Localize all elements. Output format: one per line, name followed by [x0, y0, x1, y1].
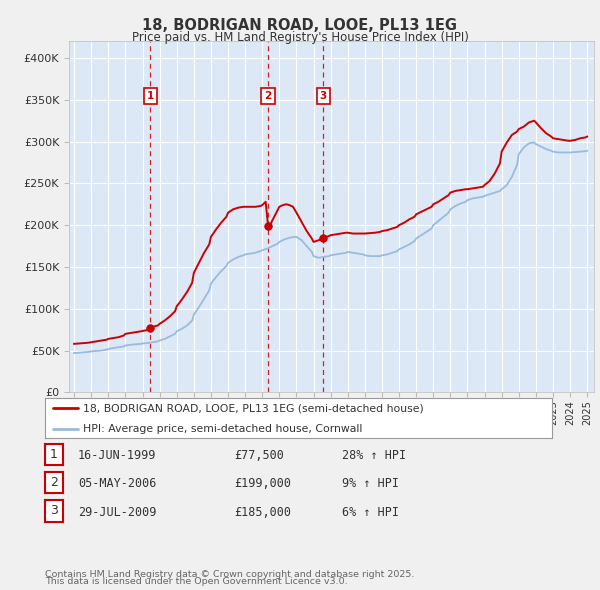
Text: 3: 3: [50, 504, 58, 517]
Text: 29-JUL-2009: 29-JUL-2009: [78, 506, 157, 519]
Text: 9% ↑ HPI: 9% ↑ HPI: [342, 477, 399, 490]
Text: 6% ↑ HPI: 6% ↑ HPI: [342, 506, 399, 519]
Text: Price paid vs. HM Land Registry's House Price Index (HPI): Price paid vs. HM Land Registry's House …: [131, 31, 469, 44]
Text: 1: 1: [147, 91, 154, 101]
Text: £185,000: £185,000: [234, 506, 291, 519]
Text: 2: 2: [265, 91, 272, 101]
Text: 1: 1: [50, 448, 58, 461]
Text: 16-JUN-1999: 16-JUN-1999: [78, 449, 157, 462]
Text: 18, BODRIGAN ROAD, LOOE, PL13 1EG: 18, BODRIGAN ROAD, LOOE, PL13 1EG: [143, 18, 458, 32]
Text: 3: 3: [320, 91, 327, 101]
Text: 18, BODRIGAN ROAD, LOOE, PL13 1EG (semi-detached house): 18, BODRIGAN ROAD, LOOE, PL13 1EG (semi-…: [83, 404, 424, 414]
Text: This data is licensed under the Open Government Licence v3.0.: This data is licensed under the Open Gov…: [45, 578, 347, 586]
Text: HPI: Average price, semi-detached house, Cornwall: HPI: Average price, semi-detached house,…: [83, 424, 362, 434]
Text: Contains HM Land Registry data © Crown copyright and database right 2025.: Contains HM Land Registry data © Crown c…: [45, 571, 415, 579]
Text: 2: 2: [50, 476, 58, 489]
Text: 28% ↑ HPI: 28% ↑ HPI: [342, 449, 406, 462]
Text: £199,000: £199,000: [234, 477, 291, 490]
Text: £77,500: £77,500: [234, 449, 284, 462]
Text: 05-MAY-2006: 05-MAY-2006: [78, 477, 157, 490]
